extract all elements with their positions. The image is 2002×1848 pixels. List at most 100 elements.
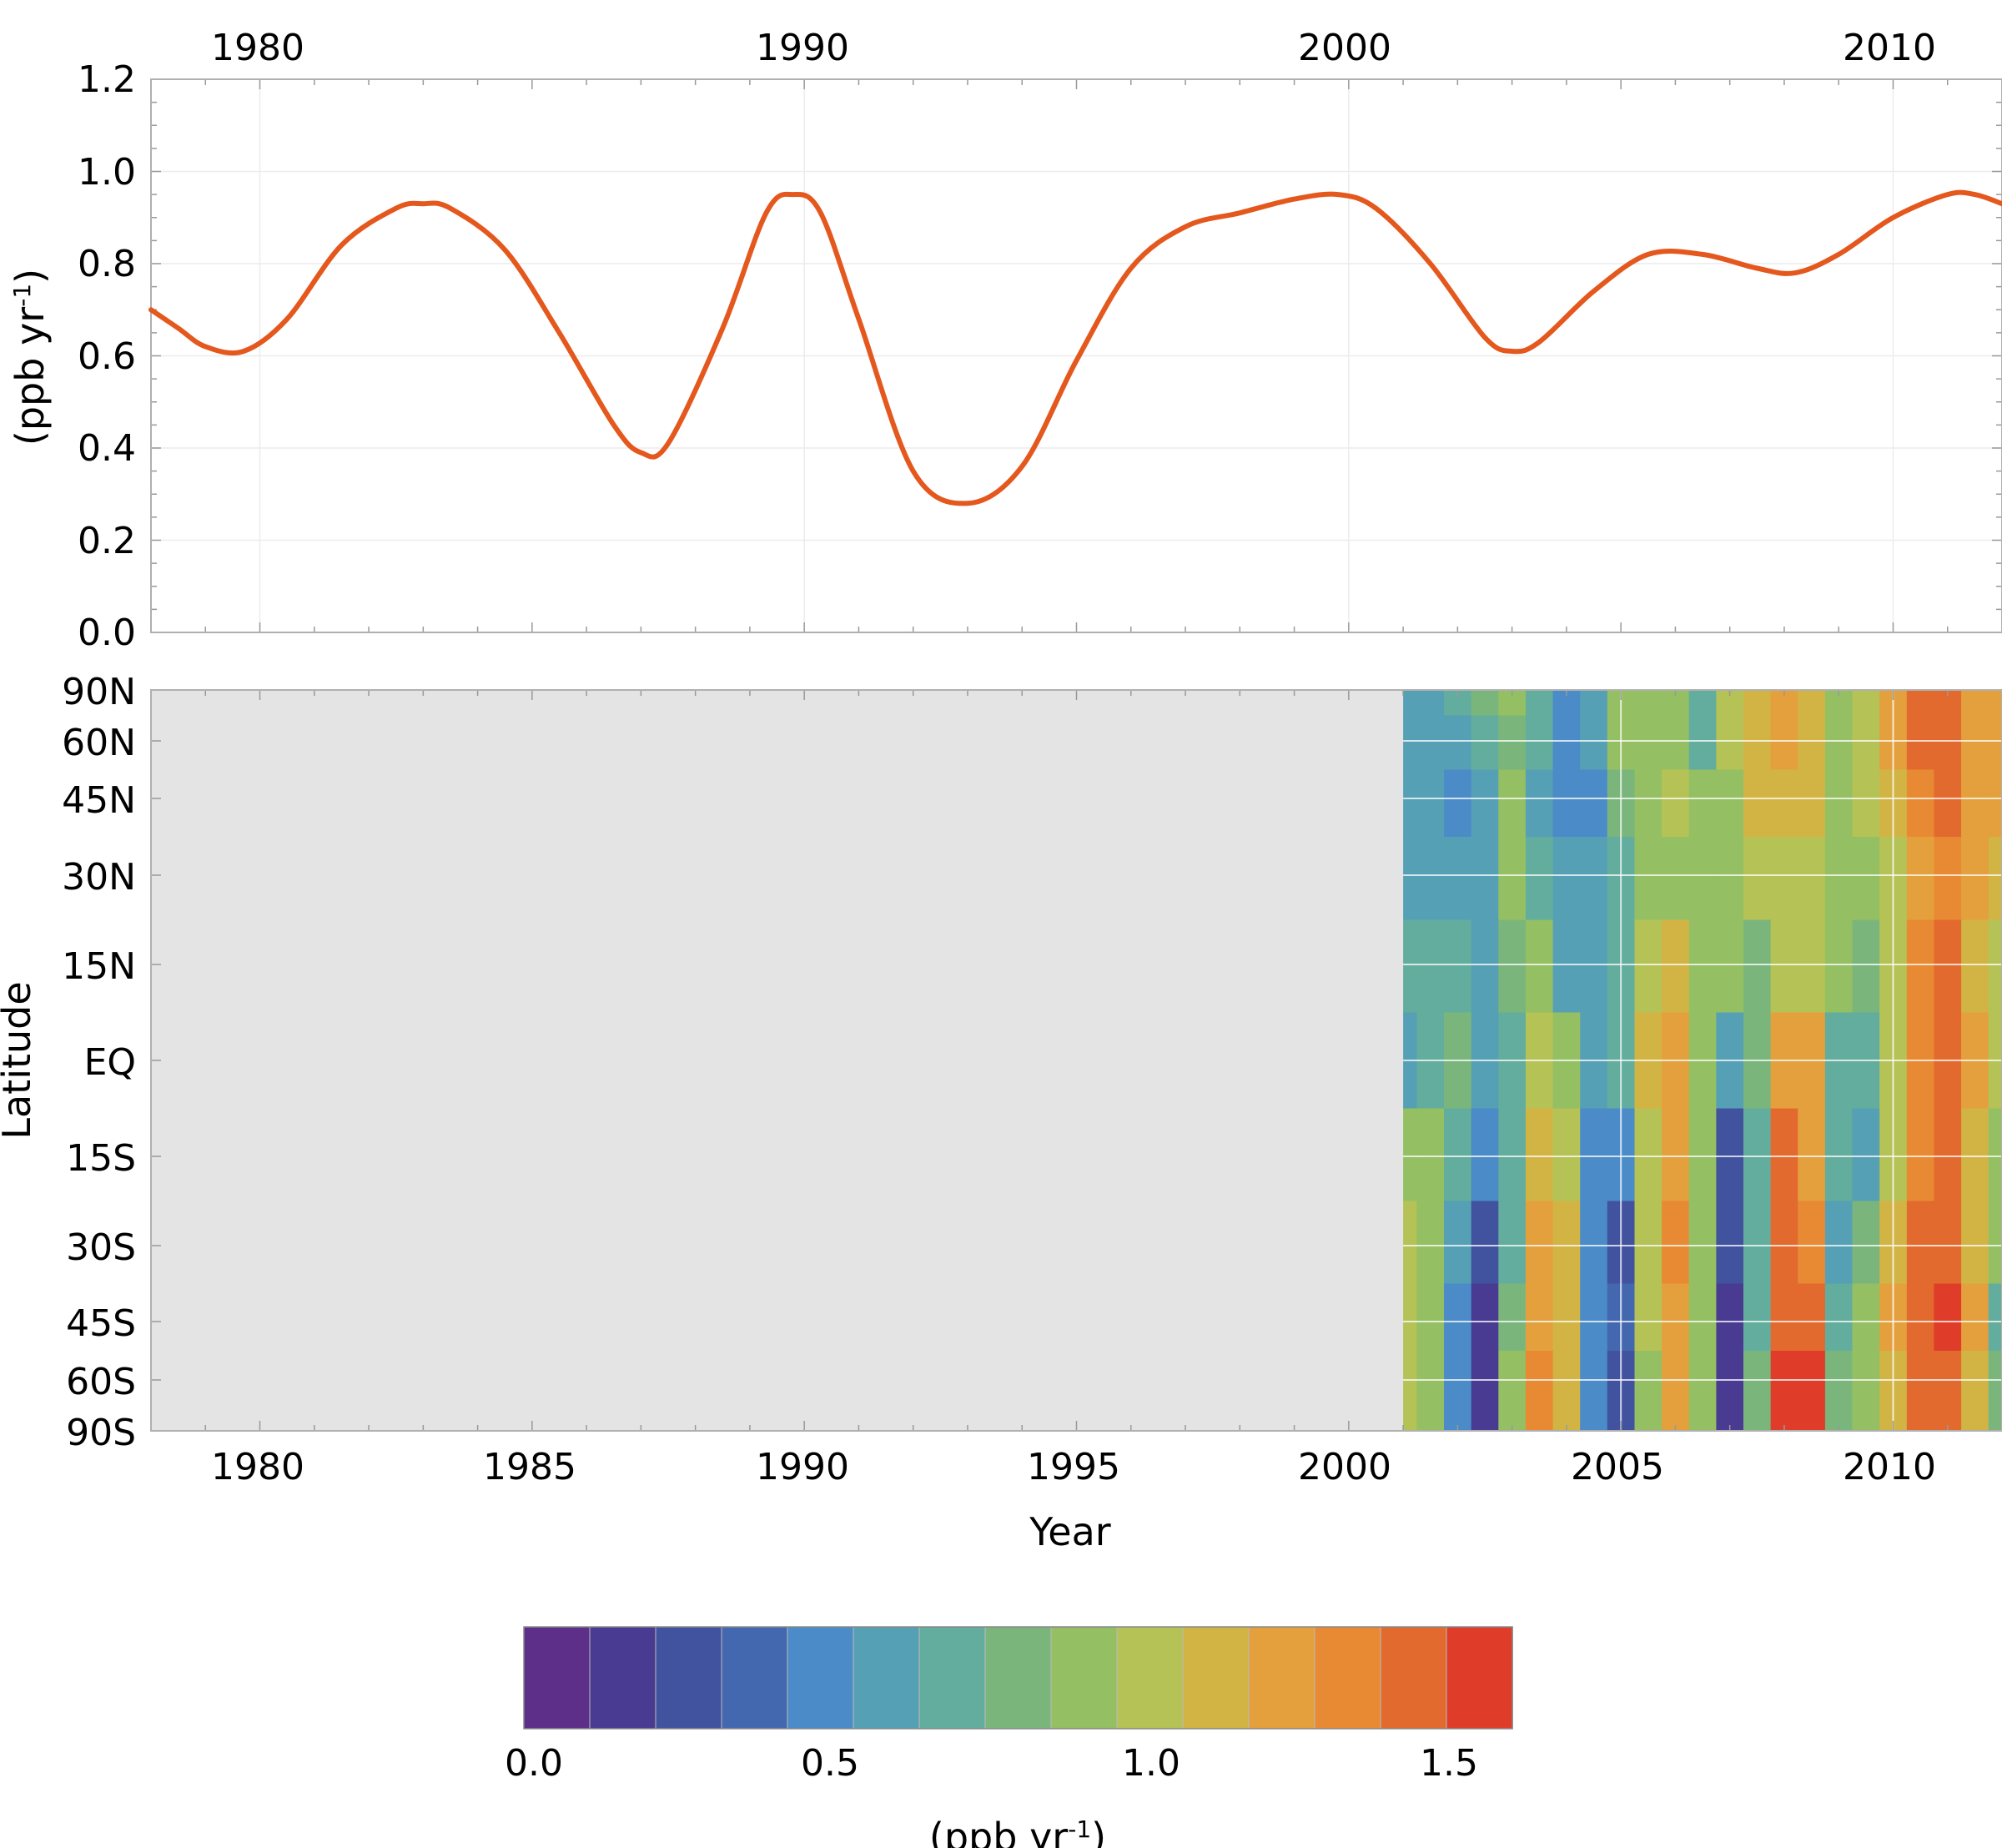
heatmap-cell <box>1403 769 1417 838</box>
latitude-tick-label: 45S <box>66 1302 136 1345</box>
heatmap-cell <box>1716 715 1744 771</box>
heatmap-cell <box>1824 1201 1854 1285</box>
heatmap-cell <box>1580 1351 1608 1407</box>
heatmap-cell <box>1852 837 1880 921</box>
colorbar-swatch <box>918 1626 986 1730</box>
heatmap-cell <box>1471 1201 1499 1285</box>
heatmap-cell <box>1961 1405 1989 1432</box>
colorbar-swatch <box>589 1626 656 1730</box>
heatmap-cell <box>1498 919 1527 1014</box>
heatmap-cell <box>1852 1283 1880 1352</box>
colorbar-swatch <box>787 1626 854 1730</box>
heatmap-cell <box>1906 769 1934 838</box>
heatmap-cell <box>1444 919 1472 1014</box>
heatmap-cell <box>1552 1108 1581 1202</box>
heatmap-cell <box>1743 919 1772 1014</box>
heatmap-cell <box>1444 1283 1472 1352</box>
colorbar-tick-label: 0.5 <box>801 1742 859 1785</box>
colorbar-swatch <box>1446 1626 1513 1730</box>
latitude-tick-label: 15N <box>62 945 136 988</box>
top-x-tick-label: 1980 <box>211 27 304 69</box>
colorbar-swatches <box>523 1626 1513 1730</box>
heatmap-cell <box>1716 837 1744 921</box>
heatmap-cell <box>1743 1283 1772 1352</box>
line-y-tick-label: 1.2 <box>78 58 136 101</box>
heatmap-cell <box>1716 769 1744 838</box>
x-axis-title: Year <box>1029 1509 1110 1554</box>
heatmap-cell <box>1552 715 1581 771</box>
heatmap-cell <box>1961 769 1989 838</box>
heatmap-cell <box>1634 919 1662 1014</box>
top-x-tick-labels: 1980 1990 2000 2010 <box>211 27 1936 69</box>
heatmap-cell <box>1552 1201 1581 1285</box>
heatmap-cell <box>1498 1108 1527 1202</box>
heatmap-y-axis-title: Latitude <box>0 981 39 1139</box>
heatmap-chart: 90N 60N 45N 30N 15N EQ 15S 30S 45S 60S 9… <box>0 671 2002 1554</box>
heatmap-cell <box>1688 1201 1717 1285</box>
heatmap-cell <box>1552 919 1581 1014</box>
heatmap-cell <box>1798 769 1826 838</box>
line-y-tick-label: 1.0 <box>78 151 136 194</box>
heatmap-cell <box>1471 1108 1499 1202</box>
heatmap-cell <box>1580 1201 1608 1285</box>
heatmap-cell <box>1743 1108 1772 1202</box>
year-tick-label: 1990 <box>756 1446 849 1488</box>
heatmap-cell <box>1988 1351 2002 1407</box>
heatmap-cell <box>1961 690 1989 717</box>
heatmap-cell <box>1852 919 1880 1014</box>
heatmap-cell <box>1688 715 1717 771</box>
heatmap-cell <box>1634 1405 1662 1432</box>
heatmap-cell <box>1906 690 1934 717</box>
heatmap-cell <box>1403 1108 1417 1202</box>
heatmap-cell <box>1961 919 1989 1014</box>
heatmap-cell <box>1662 919 1690 1014</box>
heatmap-cell <box>1580 715 1608 771</box>
heatmap-cell <box>1824 837 1854 921</box>
heatmap-cell <box>1988 1283 2002 1352</box>
heatmap-cell <box>1716 1201 1744 1285</box>
heatmap-cell <box>1934 1108 1962 1202</box>
colorbar-swatch <box>1182 1626 1250 1730</box>
heatmap-cell <box>1416 715 1445 771</box>
heatmap-cell <box>1852 715 1880 771</box>
heatmap-x-tick-labels: 1980 1985 1990 1995 2000 2005 2010 <box>211 1446 1936 1488</box>
heatmap-cell <box>1580 769 1608 838</box>
heatmap-cell <box>1934 1351 1962 1407</box>
year-tick-label: 1980 <box>211 1446 304 1488</box>
top-x-tick-label: 1990 <box>756 27 849 69</box>
heatmap-cell <box>1525 919 1554 1014</box>
heatmap-cell <box>1906 1108 1934 1202</box>
heatmap-cell <box>1824 1108 1854 1202</box>
heatmap-cell <box>1716 1283 1744 1352</box>
heatmap-cell <box>1634 1201 1662 1285</box>
heatmap-cell <box>1634 837 1662 921</box>
line-y-tick-label: 0.2 <box>78 520 136 562</box>
latitude-tick-label: 30N <box>62 856 136 899</box>
heatmap-cell <box>1471 1351 1499 1407</box>
heatmap-cell <box>1906 837 1934 921</box>
heatmap-cell <box>1444 769 1472 838</box>
heatmap-cell <box>1798 919 1826 1014</box>
heatmap-cell <box>1743 1351 1772 1407</box>
heatmap-cell <box>1403 1405 1417 1432</box>
heatmap-cell <box>1906 1405 1934 1432</box>
heatmap-cell <box>1852 1405 1880 1432</box>
heatmap-cell <box>1852 1108 1880 1202</box>
colorbar-swatch <box>1380 1626 1447 1730</box>
heatmap-cell <box>1471 769 1499 838</box>
heatmap-cell <box>1852 1201 1880 1285</box>
heatmap-cell <box>1662 1108 1690 1202</box>
heatmap-cell <box>1416 919 1445 1014</box>
heatmap-cell <box>1403 837 1417 921</box>
colorbar-swatch <box>523 1626 591 1730</box>
heatmap-cell <box>1988 1201 2002 1285</box>
heatmap-cell <box>1716 1351 1744 1407</box>
heatmap-cell <box>1525 769 1554 838</box>
heatmap-cell <box>1934 769 1962 838</box>
heatmap-cell <box>1471 837 1499 921</box>
heatmap-cell <box>1988 837 2002 921</box>
heatmap-cell <box>1552 769 1581 838</box>
heatmap-cell <box>1403 919 1417 1014</box>
heatmap-cell <box>1634 715 1662 771</box>
year-tick-label: 2010 <box>1843 1446 1936 1488</box>
